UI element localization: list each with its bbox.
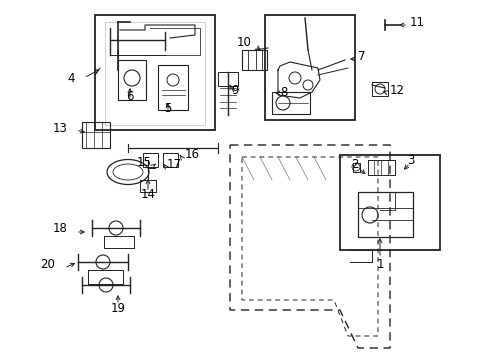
Bar: [142, 153, 158, 167]
Text: 2: 2: [350, 158, 358, 171]
Text: 3: 3: [407, 153, 414, 166]
Text: 10: 10: [237, 36, 251, 49]
Text: 17: 17: [167, 158, 182, 171]
Text: 8: 8: [280, 85, 287, 99]
Bar: [264, 15, 354, 120]
Text: 6: 6: [126, 90, 134, 103]
Text: 4: 4: [67, 72, 75, 85]
Text: 13: 13: [53, 122, 68, 135]
Bar: [339, 155, 439, 250]
Bar: [271, 92, 309, 114]
Text: 18: 18: [53, 221, 68, 234]
Bar: [218, 72, 238, 86]
Text: 15: 15: [137, 157, 152, 170]
Text: 16: 16: [184, 148, 200, 162]
Bar: [118, 60, 146, 100]
Text: 7: 7: [357, 49, 365, 63]
Text: 1: 1: [375, 258, 383, 271]
Bar: [82, 122, 110, 148]
Text: 12: 12: [389, 84, 404, 96]
Text: 9: 9: [231, 84, 238, 96]
Bar: [371, 82, 387, 96]
Bar: [242, 50, 266, 70]
Text: 19: 19: [110, 302, 125, 315]
Text: 14: 14: [140, 189, 155, 202]
Bar: [95, 15, 215, 130]
Bar: [158, 65, 187, 110]
Text: 11: 11: [409, 15, 424, 28]
Bar: [163, 153, 178, 167]
Bar: [357, 192, 412, 237]
Text: 5: 5: [164, 102, 171, 114]
Text: 20: 20: [40, 258, 55, 271]
